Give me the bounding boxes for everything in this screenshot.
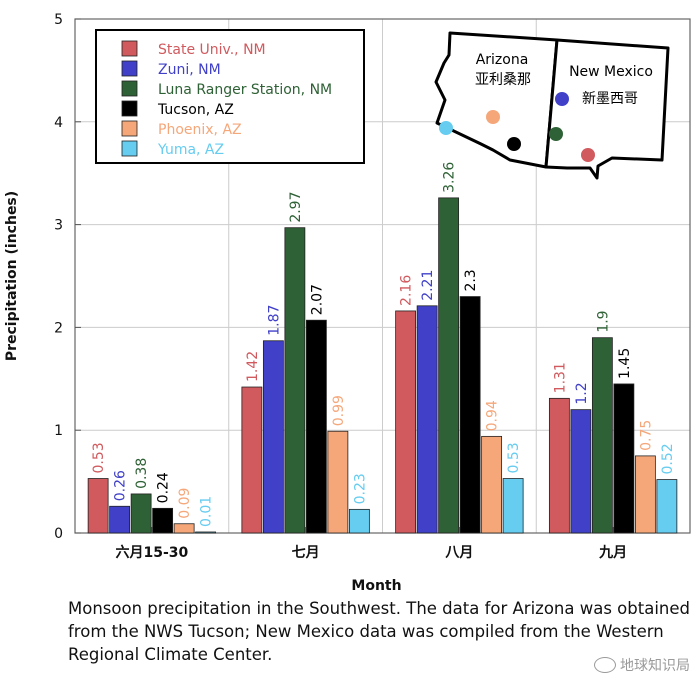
data-label: 1.45: [617, 348, 633, 379]
data-label: 0.01: [199, 496, 215, 527]
arizona-label-zh: 亚利桑那: [475, 72, 531, 88]
figure-caption: Monsoon precipitation in the Southwest. …: [68, 599, 690, 664]
bar: [613, 383, 635, 534]
station-dot: [549, 127, 563, 141]
x-tick-label: 九月: [598, 545, 627, 561]
y-tick-label: 1: [54, 423, 63, 439]
data-label: 0.23: [352, 473, 368, 504]
bar: [656, 479, 678, 534]
bar: [395, 310, 417, 534]
data-label: 1.42: [245, 351, 261, 382]
data-label: 0.75: [638, 420, 654, 451]
new-mexico-label-zh: 新墨西哥: [582, 91, 638, 107]
legend-label: Tucson, AZ: [157, 102, 234, 118]
bar: [416, 305, 438, 534]
legend-swatch: [121, 40, 138, 57]
data-label: 0.24: [156, 472, 172, 503]
legend-swatch: [121, 80, 138, 97]
y-tick-label: 5: [54, 12, 63, 28]
legend-swatch: [121, 140, 138, 157]
chart-svg: 0 1 2 3 4 5 Precipitation (inches) 0.53 0.26 0.38…: [4, 12, 691, 594]
data-label: 2.16: [399, 275, 415, 306]
data-label: 2.97: [288, 192, 304, 223]
chart: 0 1 2 3 4 5 Precipitation (inches) 0.53 0.26 0.38…: [4, 12, 691, 594]
data-label: 0.26: [113, 470, 129, 501]
bar: [284, 227, 306, 534]
y-tick-label: 2: [54, 320, 63, 336]
legend-swatch: [121, 100, 138, 117]
arizona-label: Arizona: [476, 52, 529, 68]
legend-label: Phoenix, AZ: [158, 122, 242, 138]
watermark: 地球知识局: [594, 655, 690, 675]
station-dot: [486, 110, 500, 124]
bar: [109, 505, 131, 534]
data-label: 2.3: [463, 269, 479, 291]
x-tick-label: 八月: [444, 545, 473, 561]
bar: [241, 386, 263, 534]
station-dot: [581, 148, 595, 162]
legend-swatch: [121, 120, 138, 137]
bar: [87, 478, 109, 534]
bar: [634, 455, 656, 534]
bar: [262, 340, 284, 534]
new-mexico-label: New Mexico: [569, 64, 653, 80]
data-label: 0.52: [660, 443, 676, 474]
new-mexico-outline: [544, 38, 670, 180]
legend-label: Yuma, AZ: [157, 142, 224, 158]
data-label: 0.53: [91, 442, 107, 473]
legend-label: Luna Ranger Station, NM: [158, 82, 332, 98]
plot-frame: [74, 18, 691, 534]
legend-label: State Univ., NM: [158, 42, 266, 58]
data-label: 0.09: [177, 488, 193, 519]
bar: [327, 430, 349, 534]
data-label: 0.53: [506, 442, 522, 473]
legend-label: Zuni, NM: [158, 62, 221, 78]
bar: [591, 337, 613, 534]
data-label: 2.07: [309, 284, 325, 315]
data-label: 3.26: [442, 162, 458, 193]
data-label: 1.9: [595, 310, 611, 332]
y-tick-label: 4: [54, 115, 63, 131]
x-tick-label: 七月: [292, 545, 320, 561]
bar: [570, 409, 592, 534]
data-label: 1.31: [552, 362, 568, 393]
bar: [305, 319, 327, 534]
watermark-text: 地球知识局: [620, 658, 690, 674]
x-tick-label: 六月15-30: [115, 544, 188, 561]
data-label: 2.21: [420, 270, 436, 301]
bar: [348, 508, 370, 534]
bar: [173, 523, 195, 534]
data-label: 1.87: [266, 305, 282, 336]
bar: [130, 493, 152, 534]
y-tick-label: 0: [54, 526, 63, 542]
station-dot: [439, 121, 453, 135]
data-label: 1.2: [574, 382, 590, 404]
bar: [152, 507, 174, 534]
wechat-icon: [594, 657, 616, 673]
station-dot: [555, 92, 569, 106]
y-tick-label: 3: [54, 218, 63, 234]
bar: [195, 531, 217, 534]
station-dot: [507, 137, 521, 151]
data-label: 0.38: [134, 458, 150, 489]
y-axis-label: Precipitation (inches): [4, 191, 20, 361]
legend-box: [95, 29, 365, 164]
bar: [548, 397, 570, 534]
bar: [459, 296, 481, 534]
x-axis-label: Month: [351, 578, 401, 594]
bar: [502, 478, 524, 534]
data-label: 0.99: [331, 395, 347, 426]
bar: [481, 435, 503, 534]
bar: [438, 197, 460, 534]
legend-swatch: [121, 60, 138, 77]
data-label: 0.94: [485, 400, 501, 431]
